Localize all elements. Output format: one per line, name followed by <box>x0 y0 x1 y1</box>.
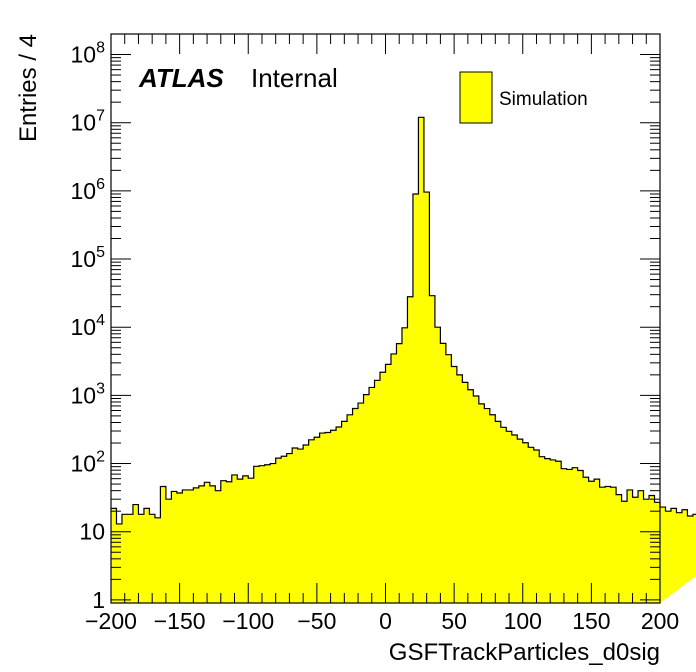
axis-ticks <box>110 33 661 603</box>
y-tick-label: 108 <box>71 40 106 68</box>
atlas-status-label: Internal <box>251 63 338 93</box>
x-tick-label: 150 <box>572 608 610 634</box>
x-tick-label: 200 <box>641 608 679 634</box>
y-tick-label: 104 <box>71 312 106 340</box>
x-tick-label: −100 <box>222 608 274 634</box>
y-axis-label: Entries / 4 <box>15 34 42 142</box>
x-tick-label: 100 <box>504 608 542 634</box>
histogram-bars <box>111 116 696 603</box>
legend-swatch-simulation <box>459 71 493 124</box>
tick-labels: −200 −150 −100 −50 0 50 100 150 200 1 10 102 103 104 1… <box>71 40 680 634</box>
atlas-label: ATLAS Internal <box>138 63 338 93</box>
x-axis-label: GSFTrackParticles_d0sig <box>389 639 660 666</box>
y-tick-label: 107 <box>71 108 106 136</box>
y-tick-label: 105 <box>71 244 106 272</box>
x-tick-label: −50 <box>297 608 336 634</box>
x-tick-label: −150 <box>154 608 206 634</box>
x-tick-label: 50 <box>441 608 467 634</box>
x-tick-label: −200 <box>85 608 137 634</box>
atlas-experiment-label: ATLAS <box>138 63 224 93</box>
legend: Simulation <box>459 71 588 124</box>
y-tick-label: 10 <box>79 519 105 545</box>
y-tick-label: 103 <box>71 380 106 408</box>
y-tick-label: 106 <box>71 176 106 204</box>
x-tick-label: 0 <box>379 608 392 634</box>
histogram-fill <box>111 117 696 603</box>
y-tick-label: 102 <box>71 449 106 477</box>
histogram-outline <box>111 116 696 525</box>
y-tick-label: 1 <box>92 587 105 613</box>
legend-label-simulation: Simulation <box>499 89 588 110</box>
